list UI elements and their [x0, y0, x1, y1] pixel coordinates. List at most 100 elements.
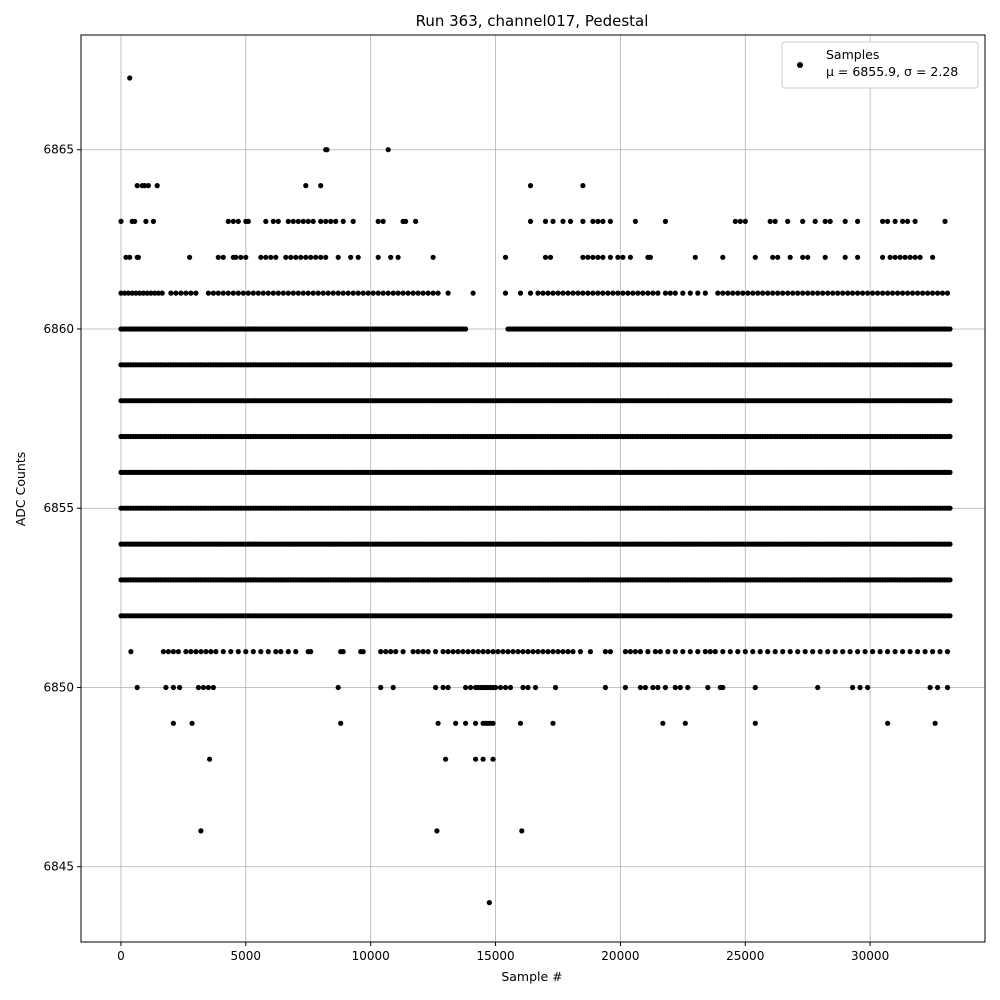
data-point	[780, 290, 786, 296]
data-point	[395, 254, 401, 260]
data-point	[170, 720, 176, 726]
data-point	[333, 218, 339, 224]
data-point	[134, 684, 140, 691]
data-point	[235, 290, 241, 296]
data-point	[480, 756, 486, 762]
data-point	[600, 290, 606, 296]
y-tick-label: 6850	[43, 680, 74, 694]
data-point	[580, 218, 586, 224]
data-point	[129, 290, 135, 296]
data-point	[380, 218, 386, 224]
data-point	[443, 756, 449, 762]
data-point	[165, 649, 171, 655]
y-tick-label: 6860	[43, 322, 74, 336]
data-point	[655, 684, 661, 691]
data-point	[215, 254, 221, 260]
data-point	[486, 900, 492, 906]
data-point	[198, 828, 204, 834]
data-point	[245, 218, 251, 224]
data-point	[912, 218, 918, 224]
data-point	[667, 290, 673, 296]
data-point	[550, 290, 556, 296]
y-tick-label: 6865	[43, 143, 74, 157]
data-point	[395, 290, 401, 296]
data-point	[313, 254, 319, 260]
data-point	[555, 649, 561, 655]
data-point	[220, 290, 226, 296]
data-point	[920, 290, 926, 296]
data-point	[189, 720, 195, 726]
data-point	[173, 290, 179, 296]
data-point	[137, 290, 143, 296]
data-point	[275, 218, 281, 224]
data-point	[295, 290, 301, 296]
data-point	[273, 649, 279, 655]
data-point	[542, 218, 549, 224]
data-point	[752, 720, 758, 726]
data-point	[865, 684, 871, 691]
data-point	[800, 218, 806, 224]
y-axis-label: ADC Counts	[13, 452, 28, 527]
data-point	[233, 254, 239, 260]
data-point	[135, 254, 141, 260]
data-point	[630, 290, 636, 296]
data-point	[490, 720, 496, 726]
data-point	[350, 218, 356, 224]
data-point	[470, 290, 476, 296]
data-point	[390, 290, 396, 296]
data-point	[293, 649, 299, 655]
data-point	[605, 290, 611, 296]
data-point	[944, 290, 951, 296]
data-point	[650, 290, 656, 296]
data-point	[772, 218, 778, 224]
data-point	[662, 290, 669, 296]
data-point	[780, 649, 786, 655]
data-point	[585, 290, 591, 296]
data-point	[505, 649, 511, 655]
data-point	[375, 290, 381, 296]
data-point	[822, 218, 828, 224]
data-point	[662, 684, 669, 691]
data-point	[812, 218, 818, 224]
data-point	[635, 290, 641, 296]
data-point	[365, 290, 371, 296]
data-point	[188, 290, 194, 296]
data-point	[775, 290, 781, 296]
data-point	[250, 290, 256, 296]
data-point	[600, 218, 606, 224]
data-point	[220, 649, 226, 655]
data-point	[745, 290, 751, 296]
data-point	[205, 290, 211, 296]
legend-entry-name: Samples	[826, 47, 879, 62]
data-point	[902, 254, 908, 260]
data-point	[473, 720, 479, 726]
data-point	[433, 649, 439, 655]
data-point	[435, 290, 441, 296]
data-point	[285, 649, 291, 655]
data-point	[607, 649, 614, 655]
data-point	[720, 684, 726, 691]
data-point	[515, 649, 521, 655]
data-point	[815, 290, 821, 296]
data-point	[855, 218, 861, 224]
data-point	[340, 290, 346, 296]
data-point	[507, 684, 514, 691]
data-point	[672, 649, 678, 655]
data-point	[737, 218, 743, 224]
data-point	[647, 254, 654, 260]
data-point	[145, 183, 151, 189]
data-point	[660, 720, 666, 726]
data-point	[134, 183, 140, 189]
data-point	[470, 649, 476, 655]
data-point	[855, 290, 861, 296]
data-point	[944, 684, 951, 691]
data-point	[519, 828, 525, 834]
data-point	[545, 290, 551, 296]
data-point	[210, 290, 216, 296]
data-point	[260, 290, 266, 296]
data-point	[575, 290, 581, 296]
data-point	[245, 290, 251, 296]
data-point	[550, 720, 556, 726]
data-point	[393, 649, 399, 655]
data-point	[587, 649, 594, 655]
